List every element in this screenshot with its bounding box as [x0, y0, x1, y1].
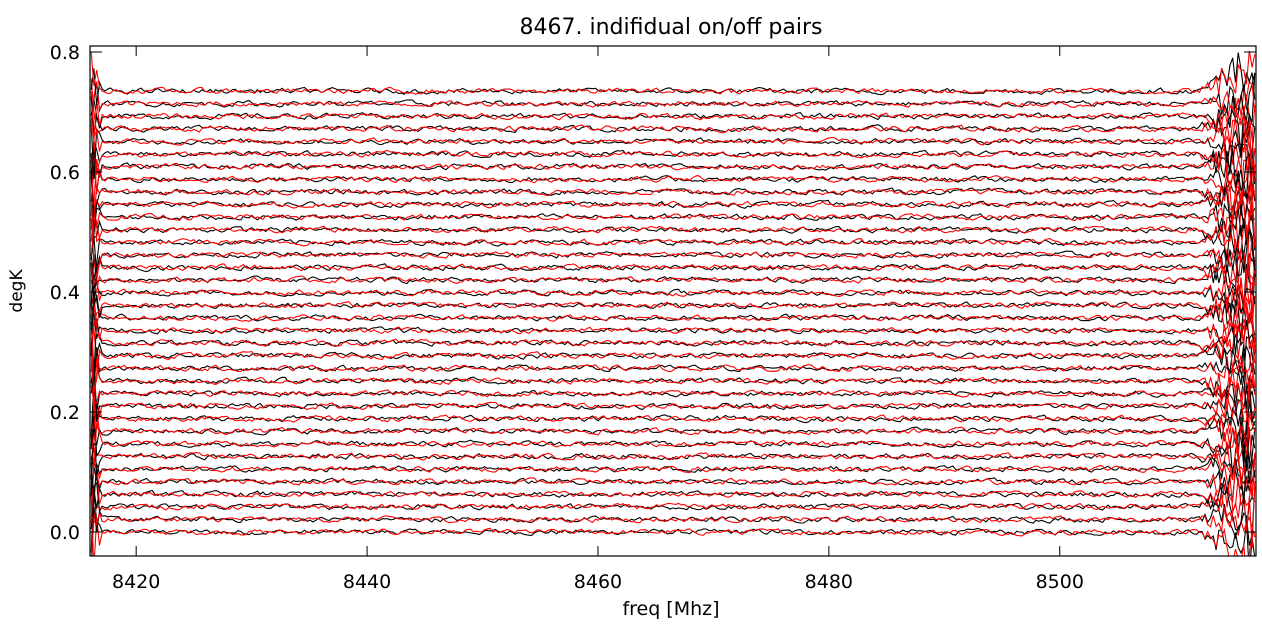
x-tick-label: 8480 — [805, 571, 853, 593]
ticks-layer: 8420 8440 8460 8480 8500 0.0 0.2 0.4 0.6 0.8 — [50, 42, 1256, 593]
off-trace-line — [90, 303, 1256, 392]
off-trace-line — [90, 343, 1256, 404]
on-trace-line — [90, 219, 1256, 273]
off-trace-line — [90, 496, 1256, 556]
on-trace-line — [90, 151, 1256, 202]
on-trace-line — [90, 205, 1256, 281]
on-trace-line — [90, 390, 1256, 461]
off-trace-line — [90, 159, 1256, 257]
off-trace-line — [90, 80, 1256, 132]
off-trace-line — [90, 91, 1256, 169]
x-tick-label: 8440 — [343, 571, 391, 593]
off-trace-line — [90, 190, 1256, 250]
on-trace-line — [90, 170, 1256, 251]
off-trace-line — [90, 424, 1256, 468]
on-trace-line — [90, 456, 1256, 492]
on-trace-line — [91, 486, 1256, 556]
off-trace-line — [91, 376, 1256, 429]
off-trace-line — [90, 218, 1256, 280]
off-trace-line — [90, 78, 1256, 140]
on-trace-line — [90, 226, 1256, 277]
y-axis-label: degK — [7, 269, 27, 313]
y-tick-label: 0.4 — [50, 282, 80, 304]
y-tick-label: 0.6 — [50, 162, 80, 184]
on-trace-line — [90, 419, 1256, 505]
off-trace-line — [90, 328, 1256, 388]
off-trace-line — [90, 393, 1256, 456]
x-tick-label: 8460 — [574, 571, 622, 593]
on-trace-line — [90, 348, 1256, 423]
plot-frame — [89, 45, 1257, 557]
off-trace-line — [90, 507, 1256, 556]
off-trace-line — [90, 300, 1256, 351]
off-trace-line — [90, 258, 1256, 316]
on-trace-line — [90, 72, 1256, 121]
on-trace-line — [90, 52, 1256, 106]
off-trace-line — [90, 460, 1256, 549]
y-tick-label: 0.2 — [50, 402, 80, 424]
off-trace-line — [90, 148, 1256, 217]
off-trace-line — [90, 224, 1256, 294]
series-layer — [90, 50, 1256, 556]
on-trace-line — [90, 387, 1256, 450]
off-trace-line — [90, 381, 1256, 436]
x-axis-label: freq [Mhz] — [622, 598, 719, 620]
off-trace-line — [90, 294, 1256, 364]
off-trace-line — [90, 412, 1256, 480]
on-trace-line — [90, 314, 1256, 392]
on-trace-line — [90, 141, 1256, 201]
y-tick-label: 0.0 — [50, 522, 80, 544]
off-trace-line — [90, 185, 1256, 243]
off-trace-line — [90, 469, 1256, 520]
x-tick-label: 8420 — [112, 571, 160, 593]
on-trace-line — [90, 247, 1256, 289]
off-trace-line — [90, 455, 1256, 507]
on-trace-line — [90, 421, 1256, 503]
off-trace-line — [90, 342, 1255, 423]
on-trace-line — [90, 491, 1256, 556]
off-trace-line — [90, 432, 1256, 497]
off-trace-line — [90, 190, 1256, 248]
on-trace-line — [90, 486, 1256, 531]
off-trace-line — [90, 266, 1256, 326]
x-tick-label: 8500 — [1036, 571, 1084, 593]
on-trace-line — [90, 254, 1256, 314]
off-trace-line — [90, 263, 1256, 314]
off-trace-line — [90, 317, 1256, 390]
off-trace-line — [90, 197, 1256, 286]
off-trace-line — [90, 100, 1256, 168]
y-tick-label: 0.8 — [50, 42, 80, 64]
off-trace-line — [90, 138, 1256, 197]
chart-title: 8467. indifidual on/off pairs — [520, 15, 823, 40]
off-trace-line — [90, 119, 1256, 206]
on-trace-line — [90, 160, 1256, 233]
on-trace-line — [90, 345, 1256, 413]
off-trace-line — [90, 50, 1256, 95]
on-trace-line — [90, 124, 1256, 180]
